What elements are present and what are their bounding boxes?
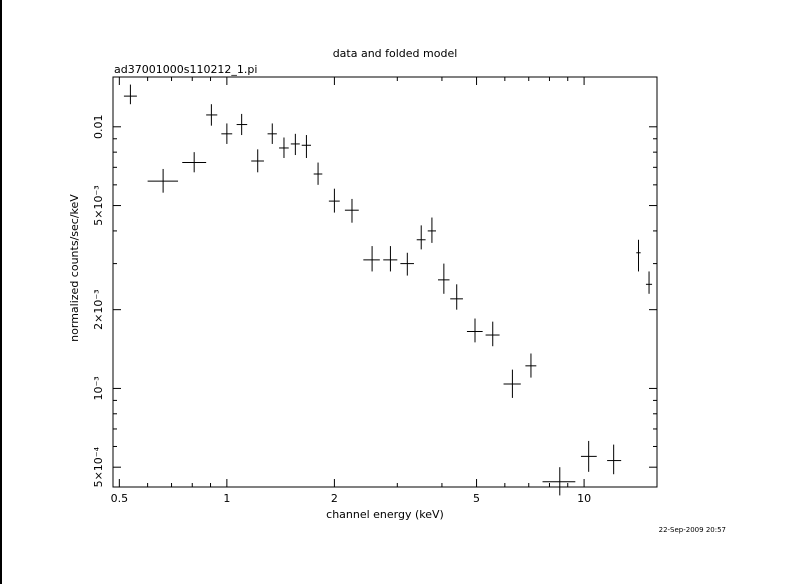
x-tick-label: 0.5 <box>111 492 129 505</box>
x-axis-label: channel energy (keV) <box>326 508 444 521</box>
timestamp: 22-Sep-2009 20:57 <box>658 526 726 534</box>
data-point <box>400 252 414 276</box>
data-point <box>123 84 137 105</box>
data-points <box>123 84 653 496</box>
data-point <box>645 271 653 294</box>
data-point <box>466 318 483 343</box>
data-point <box>251 149 264 173</box>
data-point <box>580 440 597 472</box>
y-tick-label: 5×10⁻³ <box>92 185 105 225</box>
data-point <box>438 263 450 294</box>
x-tick-label: 1 <box>223 492 230 505</box>
plot-frame <box>112 76 658 488</box>
x-tick-label: 5 <box>473 492 480 505</box>
data-point <box>221 123 233 144</box>
x-tick-label: 2 <box>331 492 338 505</box>
data-point <box>290 133 300 156</box>
chart-title: data and folded model <box>332 47 458 60</box>
data-point <box>416 225 426 250</box>
data-point <box>542 467 576 496</box>
data-point <box>427 217 437 243</box>
data-point <box>485 321 500 347</box>
data-point <box>301 135 312 158</box>
data-point <box>383 246 398 272</box>
data-point <box>363 246 380 272</box>
window-edge <box>0 0 2 584</box>
chart-subtitle: ad37001000s110212_1.pi <box>114 63 258 76</box>
plot-frame-rect <box>112 76 658 488</box>
data-point <box>206 104 218 126</box>
tick-labels: 0.5 1 2 5 10 5×10⁻⁴ 10⁻³ 2×10⁻³ 5×10⁻³ 0.01 <box>92 115 591 505</box>
data-point <box>313 162 323 185</box>
data-point <box>236 113 248 136</box>
data-point <box>328 188 340 213</box>
y-tick-label: 10⁻³ <box>92 376 105 400</box>
axis-ticks <box>113 77 657 487</box>
data-point <box>636 239 641 272</box>
data-point <box>267 123 277 144</box>
x-tick-label: 10 <box>577 492 591 505</box>
data-point <box>607 444 622 475</box>
y-axis-label: normalized counts/sec/keV <box>68 194 81 342</box>
y-tick-label: 5×10⁻⁴ <box>92 446 105 487</box>
y-tick-label: 2×10⁻³ <box>92 289 105 329</box>
data-point <box>344 198 359 223</box>
data-point <box>279 137 289 158</box>
y-tick-label: 0.01 <box>92 115 105 140</box>
data-point <box>503 369 521 398</box>
data-point <box>147 168 179 193</box>
data-point <box>525 353 537 378</box>
data-point <box>182 152 207 173</box>
data-point <box>450 284 463 310</box>
